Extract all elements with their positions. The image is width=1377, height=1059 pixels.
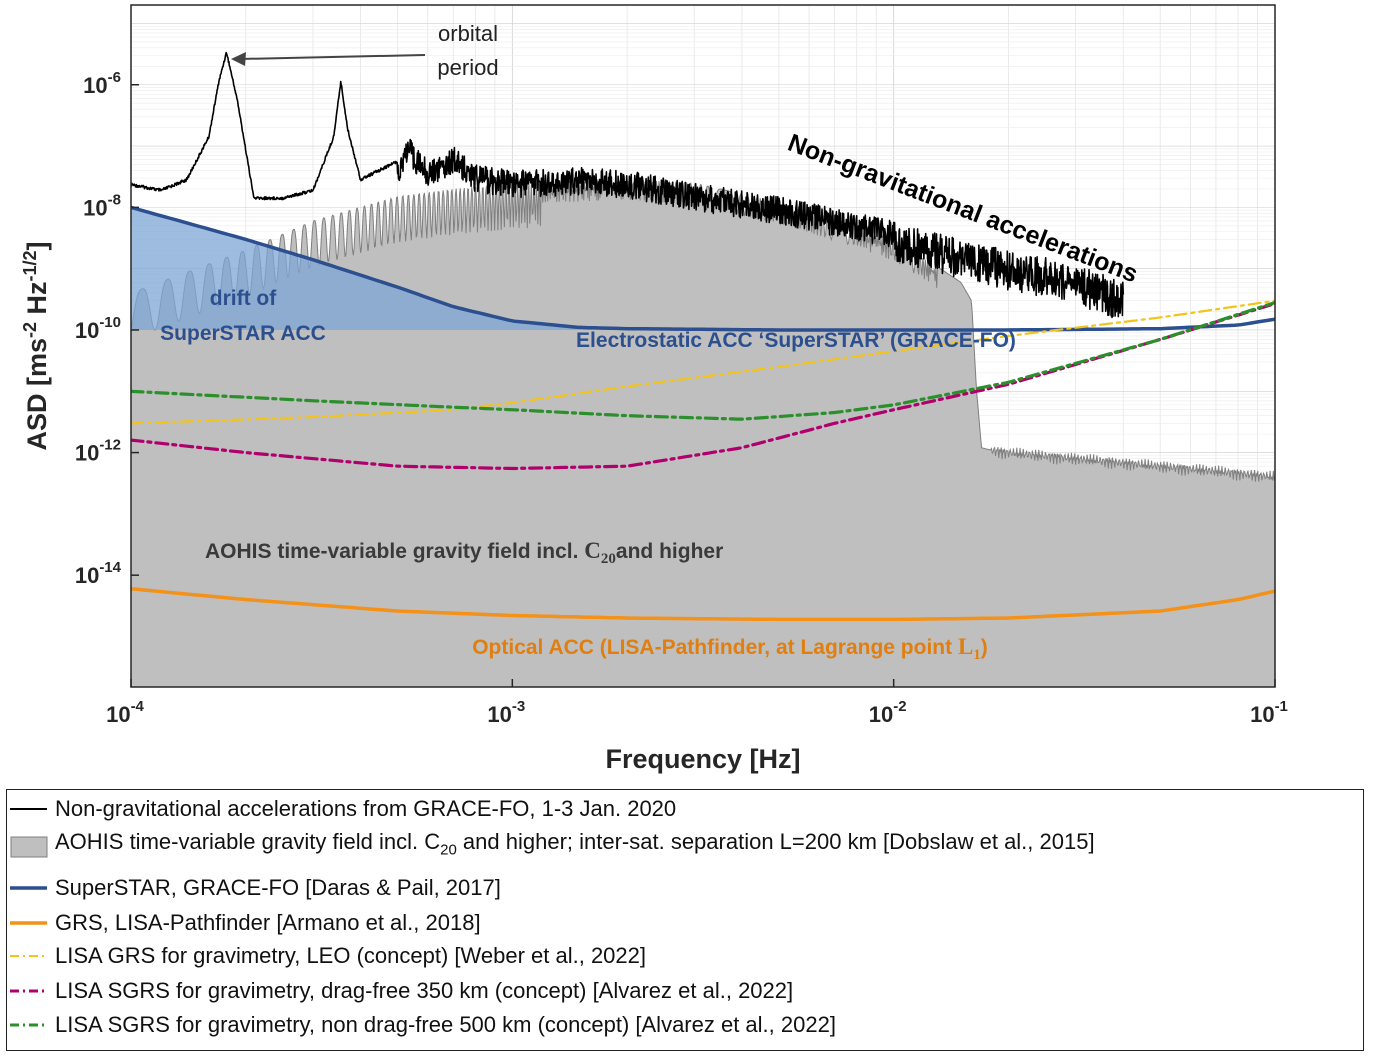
legend-label: LISA SGRS for gravimetry, drag-free 350 … [55, 978, 794, 1003]
legend-label: AOHIS time-variable gravity field incl. … [55, 828, 1095, 859]
ticks: 10-4 10-3 10-2 10-1 10-6 10-8 10-10 10-12 10-14 [75, 69, 1288, 727]
series-nongrav-line [131, 51, 1125, 319]
y-tick-label: 10-6 [83, 69, 121, 98]
y-tick-label: 10-12 [75, 437, 121, 466]
superstar-drift-area [131, 207, 628, 330]
series-superstar-line [131, 205, 1275, 332]
legend-item-sgrs-350: LISA SGRS for gravimetry, drag-free 350 … [7, 976, 793, 1006]
orbital-period-arrow [231, 52, 426, 66]
legend-swatch-sgrs-500 [7, 1010, 51, 1040]
legend-item-grs-lisa: GRS, LISA-Pathfinder [Armano et al., 201… [7, 908, 481, 938]
legend-swatch-sgrs-350 [7, 976, 51, 1006]
y-tick-label: 10-10 [75, 314, 121, 343]
plot-frame [130, 4, 1276, 688]
x-axis-label: Frequency [Hz] [605, 744, 800, 774]
y-tick-label: 10-14 [75, 559, 122, 588]
annotation-electrostatic: Electrostatic ACC ‘SuperSTAR’ (GRACE-FO) [576, 329, 1016, 352]
legend-label: LISA SGRS for gravimetry, non drag-free … [55, 1012, 836, 1037]
annotation-optical: Optical ACC (LISA-Pathfinder, at Lagrang… [472, 634, 988, 663]
legend-swatch-lisa-leo [7, 941, 51, 971]
annotation-aohis: AOHIS time-variable gravity field incl. … [205, 538, 723, 567]
asd-chart: 10-4 10-3 10-2 10-110-610-810-1010-1210-14 … [20, 4, 1288, 774]
legend-item-lisa-leo: LISA GRS for gravimetry, LEO (concept) [… [7, 941, 646, 971]
legend-label: Non-gravitational accelerations from GRA… [55, 796, 677, 821]
legend-swatch-grs-lisa [7, 908, 51, 938]
legend-item-aohis: AOHIS time-variable gravity field incl. … [7, 826, 1095, 866]
y-tick-label: 10-8 [83, 191, 121, 220]
legend-swatch-aohis [7, 831, 51, 861]
legend-item-nongrav: Non-gravitational accelerations from GRA… [7, 794, 676, 824]
line-layer [131, 51, 1275, 622]
series-grs-lisa-line [131, 587, 1275, 622]
x-tick-label: 10-4 [106, 698, 144, 727]
annotation-orbital: orbital [438, 21, 498, 46]
legend-swatch-nongrav [7, 794, 51, 824]
y-axis-label: ASD [ms-2 Hz-1/2] [20, 241, 52, 450]
annotation-drift: drift of [210, 287, 277, 310]
x-tick-label: 10-2 [869, 698, 907, 727]
legend-item-superstar: SuperSTAR, GRACE-FO [Daras & Pail, 2017] [7, 873, 501, 903]
legend-swatch-superstar [7, 873, 51, 903]
legend-label: SuperSTAR, GRACE-FO [Daras & Pail, 2017] [55, 875, 501, 900]
x-tick-label: 10-3 [487, 698, 525, 727]
legend: Non-gravitational accelerations from GRA… [6, 789, 1364, 1051]
annotation-period: period [437, 55, 498, 80]
series-lisa-leo-line [131, 299, 1275, 425]
legend-item-sgrs-500: LISA SGRS for gravimetry, non drag-free … [7, 1010, 836, 1040]
legend-label: GRS, LISA-Pathfinder [Armano et al., 201… [55, 910, 481, 935]
legend-label: LISA GRS for gravimetry, LEO (concept) [… [55, 943, 646, 968]
series-sgrs-500-line [131, 301, 1275, 421]
annotation-drift-acc: SuperSTAR ACC [160, 322, 326, 345]
x-tick-label: 10-1 [1250, 698, 1288, 727]
